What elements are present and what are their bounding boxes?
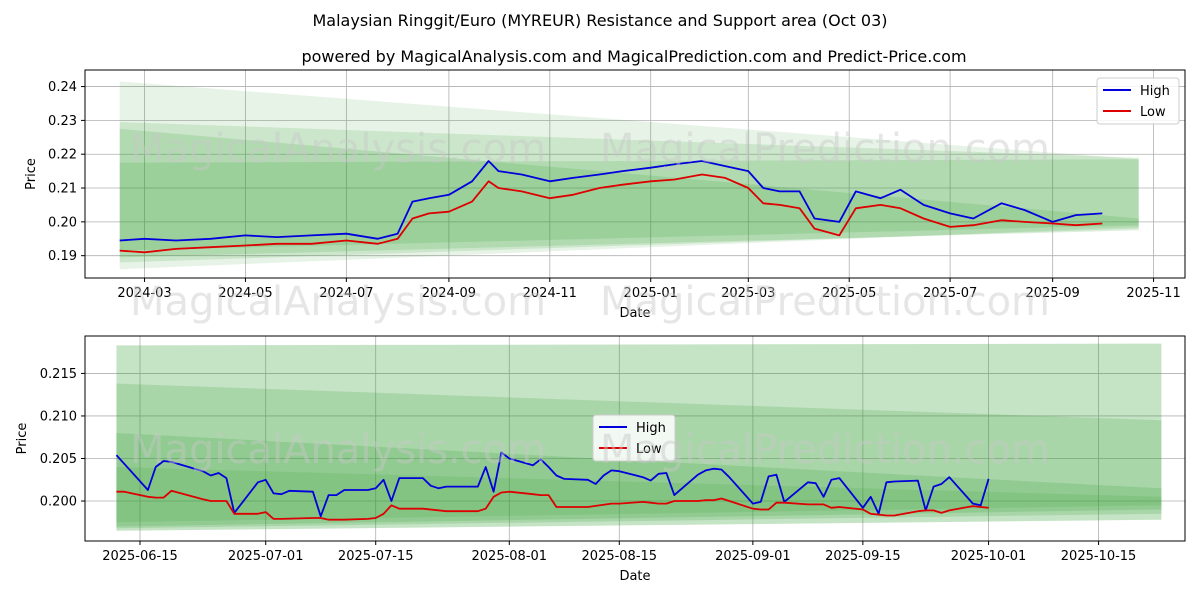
bottom-y-tick-label: 0.215 <box>40 367 77 382</box>
bottom-x-tick-label: 2025-08-01 <box>472 549 548 564</box>
top-y-tick-label: 0.24 <box>48 80 77 95</box>
bottom-x-tick-label: 2025-09-15 <box>825 549 901 564</box>
bottom-x-tick-label: 2025-07-15 <box>338 549 414 564</box>
bottom-x-axis-label: Date <box>619 569 650 584</box>
bottom-legend: High Low <box>592 414 676 462</box>
top-x-axis-label: Date <box>619 306 650 321</box>
bottom-band-3 <box>116 466 1162 523</box>
top-band-2 <box>119 128 1139 258</box>
bottom-y-tick-label: 0.205 <box>40 452 77 467</box>
top-x-tick-label: 2025-05 <box>822 286 876 301</box>
top-axes-frame <box>84 69 1186 279</box>
top-x-tick-label: 2025-01 <box>624 286 678 301</box>
watermark-analysis-mid: MagicalAnalysis.com <box>130 279 546 325</box>
top-y-tick-label: 0.23 <box>48 114 77 129</box>
bottom-x-tick-label: 2025-07-01 <box>228 549 304 564</box>
top-chart: 2024-03 2024-05 2024-07 2024-09 2024-11 2025-… <box>24 69 1186 321</box>
bottom-x-tick-label: 2025-09-01 <box>715 549 791 564</box>
bottom-series-high-line <box>115 451 990 518</box>
watermark-analysis-top: MagicalAnalysis.com <box>130 126 546 172</box>
watermark-prediction-top: MagicalPrediction.com <box>600 126 1050 172</box>
bottom-y-tick-label: 0.200 <box>40 495 77 510</box>
bottom-x-tick-label: 2025-10-15 <box>1061 549 1137 564</box>
bottom-y-axis-label: Price <box>15 423 30 455</box>
top-y-tick-label: 0.19 <box>48 249 77 264</box>
bottom-chart: 2025-06-15 2025-07-01 2025-07-15 2025-08-01… <box>15 335 1186 584</box>
bottom-series-low-line <box>116 489 989 521</box>
top-legend-label-high: High <box>1140 84 1170 99</box>
top-y-tick-label: 0.20 <box>48 215 77 230</box>
bottom-y-tick-label: 0.210 <box>40 409 77 424</box>
bottom-legend-label-low: Low <box>636 442 662 457</box>
top-y-axis-label: Price <box>24 158 39 190</box>
bottom-x-tick-label: 2025-08-15 <box>582 549 658 564</box>
watermark-analysis-bottom: MagicalAnalysis.com <box>130 427 546 473</box>
top-x-tick-label: 2024-03 <box>117 286 171 301</box>
bottom-band-2 <box>116 432 1162 527</box>
top-y-tick-label: 0.22 <box>48 148 77 163</box>
chart-subtitle: powered by MagicalAnalysis.com and Magic… <box>301 47 966 66</box>
top-band-1 <box>119 122 1139 263</box>
watermark-prediction-bottom: MagicalPrediction.com <box>600 427 1050 473</box>
bottom-x-tick-label: 2025-06-15 <box>102 549 178 564</box>
watermark-layer: MagicalAnalysis.com MagicalPrediction.co… <box>130 126 1050 473</box>
watermark-prediction-mid: MagicalPrediction.com <box>600 279 1050 325</box>
top-legend: High Low <box>1096 77 1180 125</box>
bottom-axes-frame <box>84 335 1186 542</box>
top-x-tick-label: 2024-07 <box>319 286 373 301</box>
top-series-low-line <box>119 173 1103 254</box>
top-x-tick-label: 2024-05 <box>218 286 272 301</box>
top-x-tick-label: 2025-07 <box>923 286 977 301</box>
top-band-3 <box>119 159 1139 251</box>
top-band-0 <box>119 81 1139 270</box>
top-x-tick-label: 2025-11 <box>1126 286 1180 301</box>
top-x-tick-label: 2025-09 <box>1026 286 1080 301</box>
top-x-tick-label: 2025-03 <box>721 286 775 301</box>
bottom-x-tick-label: 2025-10-01 <box>951 549 1027 564</box>
chart-title: Malaysian Ringgit/Euro (MYREUR) Resistan… <box>312 11 887 30</box>
top-x-tick-label: 2024-11 <box>523 286 577 301</box>
bottom-legend-label-high: High <box>636 421 666 436</box>
top-y-tick-label: 0.21 <box>48 182 77 197</box>
top-legend-label-low: Low <box>1140 105 1166 120</box>
top-x-tick-label: 2024-09 <box>422 286 476 301</box>
top-series-high-line <box>119 160 1103 242</box>
